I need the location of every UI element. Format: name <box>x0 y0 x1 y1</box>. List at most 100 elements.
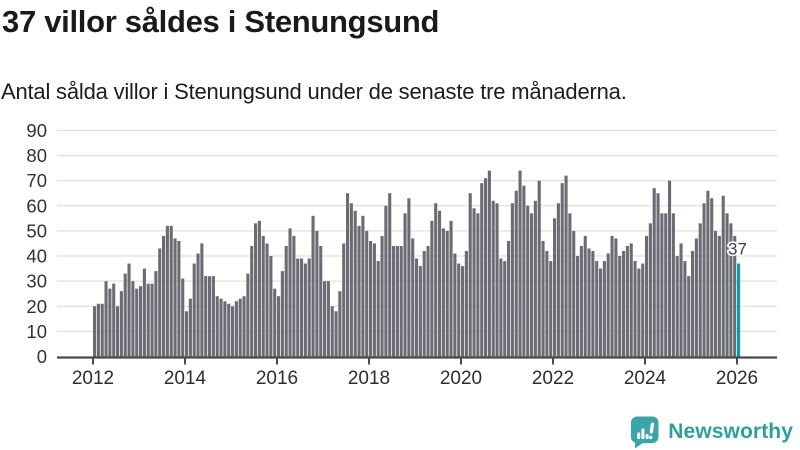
bar <box>683 261 687 357</box>
y-tick-label: 90 <box>26 120 47 141</box>
bar <box>231 306 235 357</box>
bar <box>219 298 223 357</box>
bar <box>530 213 534 357</box>
bar <box>476 213 480 357</box>
bar <box>656 193 660 357</box>
bar <box>280 271 284 357</box>
bar <box>614 238 618 357</box>
x-tick-label: 2020 <box>440 368 482 389</box>
y-tick-label: 40 <box>26 246 47 267</box>
bar <box>610 235 614 357</box>
bar <box>146 283 150 357</box>
bar <box>142 268 146 357</box>
bar <box>541 240 545 357</box>
bar <box>361 215 365 357</box>
y-tick-label: 30 <box>26 271 47 292</box>
highlighted-bar <box>737 263 741 357</box>
bar <box>211 276 215 357</box>
y-tick-label: 80 <box>26 145 47 166</box>
newsworthy-logo[interactable]: Newsworthy <box>628 415 793 449</box>
bar <box>223 301 227 357</box>
bar <box>188 298 192 357</box>
bar <box>694 238 698 357</box>
bar <box>633 261 637 357</box>
x-tick-label: 2016 <box>256 368 298 389</box>
bar <box>162 235 166 357</box>
x-tick-label: 2024 <box>624 368 667 389</box>
bar <box>487 170 491 357</box>
bar <box>353 210 357 357</box>
bar <box>660 213 664 357</box>
bar <box>407 198 411 357</box>
bar <box>330 306 334 357</box>
bar <box>131 281 135 357</box>
bar <box>507 240 511 357</box>
bar <box>342 243 346 357</box>
bar <box>112 283 116 357</box>
bar <box>238 298 242 357</box>
bar <box>480 183 484 357</box>
bar <box>334 311 338 357</box>
bar <box>185 311 189 357</box>
bar <box>296 258 300 357</box>
bar <box>116 306 120 357</box>
bar <box>292 235 296 357</box>
bar <box>104 281 108 357</box>
bar <box>468 193 472 357</box>
bar <box>139 286 143 357</box>
bar <box>522 185 526 357</box>
bar <box>388 193 392 357</box>
bar <box>403 213 407 357</box>
bar <box>372 243 376 357</box>
bar <box>702 203 706 357</box>
bar <box>675 256 679 357</box>
bar <box>622 251 626 357</box>
bar <box>284 245 288 357</box>
bar <box>710 198 714 357</box>
bar <box>599 268 603 357</box>
bar <box>457 263 461 357</box>
bar <box>568 213 572 357</box>
brand-name: Newsworthy <box>668 420 793 443</box>
y-tick-label: 60 <box>26 195 47 216</box>
bar <box>250 245 254 357</box>
bar <box>376 261 380 357</box>
bar <box>545 251 549 357</box>
bar <box>246 273 250 357</box>
bar <box>208 276 212 357</box>
bar <box>265 243 269 357</box>
bar <box>445 230 449 357</box>
bar <box>234 301 238 357</box>
bar <box>93 306 97 357</box>
bar <box>484 178 488 357</box>
bar <box>464 251 468 357</box>
bar <box>560 183 564 357</box>
bar <box>441 228 445 357</box>
bar <box>533 200 537 357</box>
bar <box>637 268 641 357</box>
bar <box>526 205 530 357</box>
bar <box>192 263 196 357</box>
bar <box>108 288 112 357</box>
bar <box>277 296 281 357</box>
bar <box>491 200 495 357</box>
bar <box>215 296 219 357</box>
bar <box>602 261 606 357</box>
bar <box>453 253 457 357</box>
bar <box>572 230 576 357</box>
bar <box>641 263 645 357</box>
bar <box>349 203 353 357</box>
bar <box>556 203 560 357</box>
bar <box>687 276 691 357</box>
chart-title: 37 villor såldes i Stenungsund <box>2 4 440 39</box>
bar <box>729 223 733 357</box>
bar <box>384 205 388 357</box>
bar <box>311 215 315 357</box>
bar <box>564 175 568 357</box>
bar <box>100 303 104 357</box>
bar <box>395 245 399 357</box>
bar <box>629 243 633 357</box>
bar <box>514 190 518 357</box>
bar <box>583 235 587 357</box>
bar <box>154 271 158 357</box>
